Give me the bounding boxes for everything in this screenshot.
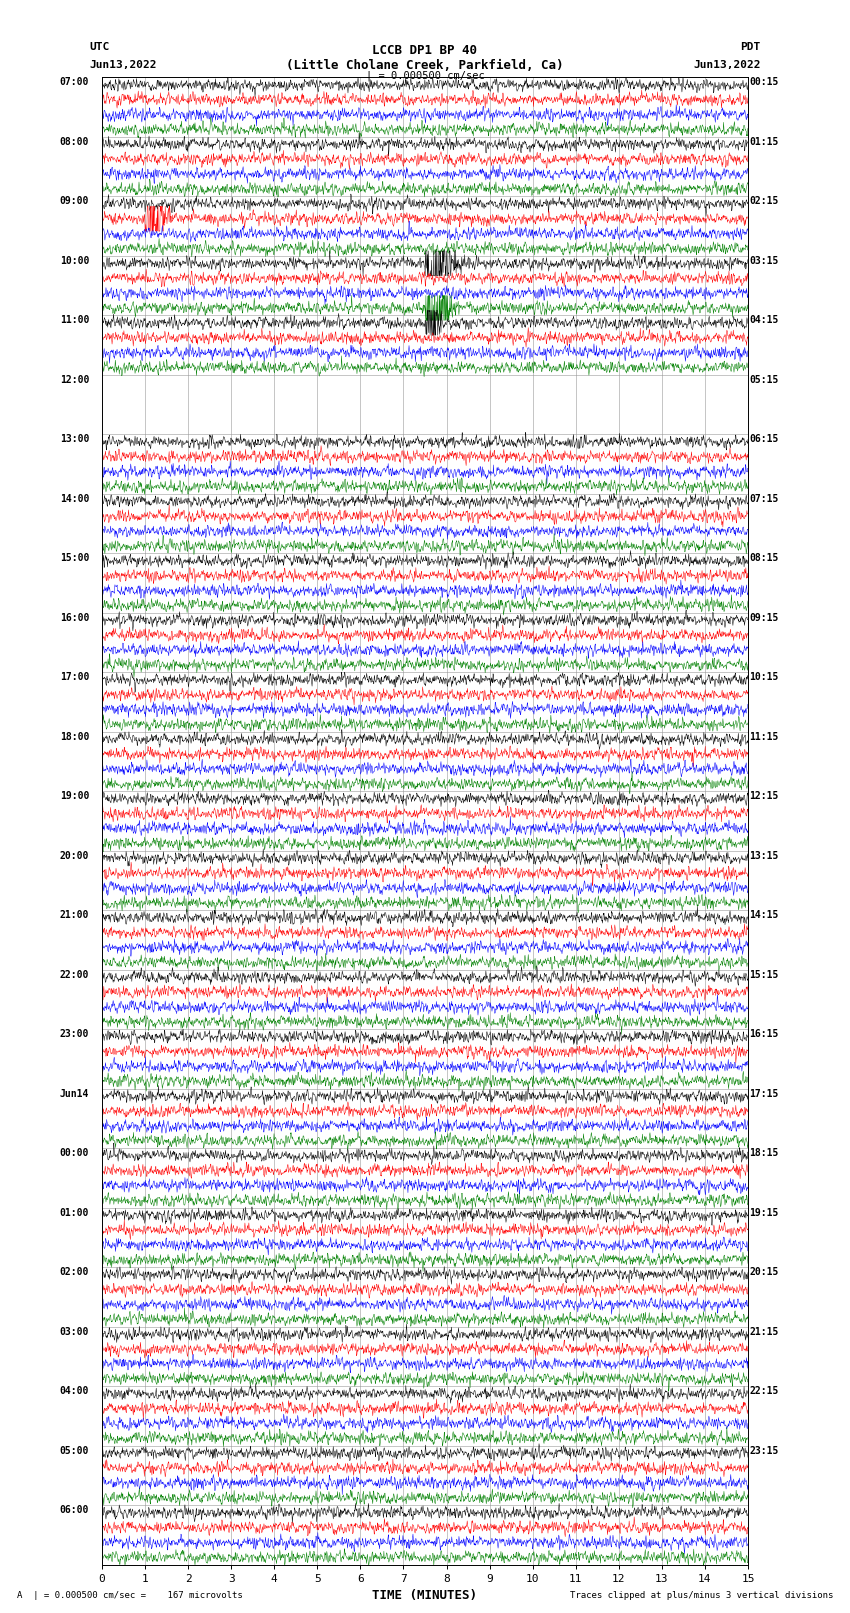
Text: 20:15: 20:15 [750,1268,779,1277]
Text: 21:15: 21:15 [750,1326,779,1337]
Text: 06:00: 06:00 [60,1505,89,1515]
Text: 07:00: 07:00 [60,77,89,87]
Text: 07:15: 07:15 [750,494,779,503]
Text: 11:15: 11:15 [750,732,779,742]
Text: 23:15: 23:15 [750,1445,779,1455]
Text: 14:15: 14:15 [750,910,779,921]
Text: Jun13,2022: Jun13,2022 [694,60,761,69]
Text: 17:00: 17:00 [60,673,89,682]
Text: 13:15: 13:15 [750,850,779,861]
Text: 04:15: 04:15 [750,316,779,326]
Text: 02:00: 02:00 [60,1268,89,1277]
Text: 22:00: 22:00 [60,969,89,979]
Text: 16:00: 16:00 [60,613,89,623]
Text: 18:15: 18:15 [750,1148,779,1158]
Text: 10:00: 10:00 [60,256,89,266]
Text: 23:00: 23:00 [60,1029,89,1039]
Text: 12:15: 12:15 [750,792,779,802]
Text: 08:15: 08:15 [750,553,779,563]
Text: 22:15: 22:15 [750,1386,779,1397]
Text: 09:15: 09:15 [750,613,779,623]
Text: 00:15: 00:15 [750,77,779,87]
Text: 19:00: 19:00 [60,792,89,802]
Text: 19:15: 19:15 [750,1208,779,1218]
Text: 00:00: 00:00 [60,1148,89,1158]
Text: Traces clipped at plus/minus 3 vertical divisions: Traces clipped at plus/minus 3 vertical … [570,1590,833,1600]
Text: 05:00: 05:00 [60,1445,89,1455]
Text: 16:15: 16:15 [750,1029,779,1039]
Text: 01:15: 01:15 [750,137,779,147]
Text: 09:00: 09:00 [60,197,89,206]
Text: 06:15: 06:15 [750,434,779,444]
Text: 12:00: 12:00 [60,374,89,386]
Text: PDT: PDT [740,42,761,52]
Text: 03:00: 03:00 [60,1326,89,1337]
Text: Jun13,2022: Jun13,2022 [89,60,156,69]
Text: 20:00: 20:00 [60,850,89,861]
Text: 03:15: 03:15 [750,256,779,266]
Text: 01:00: 01:00 [60,1208,89,1218]
Text: 10:15: 10:15 [750,673,779,682]
Text: 02:15: 02:15 [750,197,779,206]
Text: 15:00: 15:00 [60,553,89,563]
Text: 05:15: 05:15 [750,374,779,386]
Text: 13:00: 13:00 [60,434,89,444]
Text: Jun14: Jun14 [60,1089,89,1098]
Text: 17:15: 17:15 [750,1089,779,1098]
Text: 14:00: 14:00 [60,494,89,503]
Text: 18:00: 18:00 [60,732,89,742]
Text: 21:00: 21:00 [60,910,89,921]
Text: UTC: UTC [89,42,110,52]
X-axis label: TIME (MINUTES): TIME (MINUTES) [372,1589,478,1602]
Text: A  | = 0.000500 cm/sec =    167 microvolts: A | = 0.000500 cm/sec = 167 microvolts [17,1590,243,1600]
Text: 04:00: 04:00 [60,1386,89,1397]
Title: LCCB DP1 BP 40
(Little Cholane Creek, Parkfield, Ca): LCCB DP1 BP 40 (Little Cholane Creek, Pa… [286,44,564,73]
Text: 08:00: 08:00 [60,137,89,147]
Text: 11:00: 11:00 [60,316,89,326]
Text: | = 0.000500 cm/sec: | = 0.000500 cm/sec [366,71,484,82]
Text: 15:15: 15:15 [750,969,779,979]
